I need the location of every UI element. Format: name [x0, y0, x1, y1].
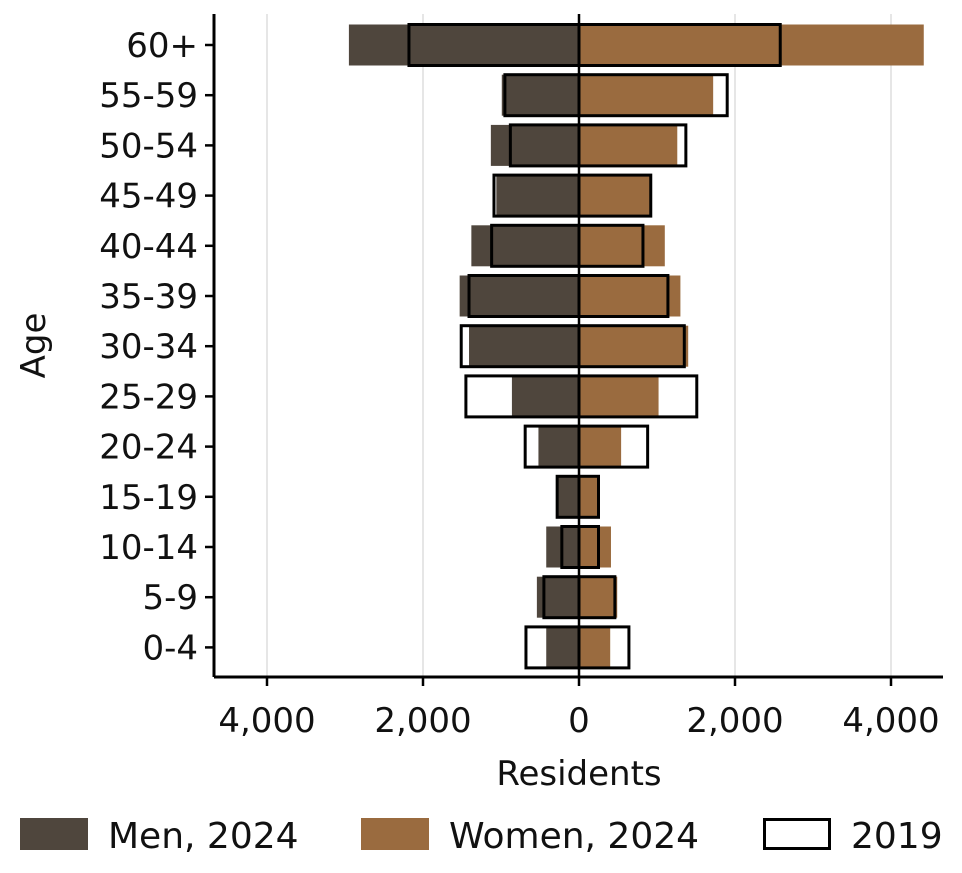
bar-men-2024-20-24 [538, 426, 579, 467]
x-tick-label-2: 0 [568, 701, 590, 741]
bar-women-2024-35-39 [579, 276, 680, 317]
y-tick-labels: 0-4 5-9 10-14 15-19 20-24 25-29 30-34 35-39 40-4… [99, 26, 214, 668]
legend-label-2019: 2019 [851, 816, 943, 857]
bar-men-2024-45-49 [496, 175, 579, 216]
bar-women-2024-45-49 [579, 175, 650, 216]
bar-men-2024-35-39 [460, 276, 579, 317]
y-tick-label-20-24: 20-24 [99, 428, 198, 468]
x-axis-title: Residents [496, 754, 661, 794]
bar-women-2024-25-29 [579, 376, 659, 417]
x-tick-label-0: 4,000 [218, 701, 315, 741]
y-tick-label-15-19: 15-19 [99, 478, 198, 518]
bar-women-2024-10-14 [579, 527, 611, 568]
y-tick-label-45-49: 45-49 [99, 177, 198, 217]
y-tick-label-5-9: 5-9 [142, 578, 198, 618]
bar-women-2024-5-9 [579, 577, 617, 618]
legend-label-men-2024: Men, 2024 [108, 816, 299, 857]
bar-men-2024-30-34 [469, 326, 579, 367]
bar-women-2024-15-19 [579, 476, 599, 517]
bar-men-2024-0-4 [546, 627, 579, 668]
bar-men-2024-15-19 [557, 476, 579, 517]
y-tick-label-10-14: 10-14 [99, 528, 198, 568]
legend-swatch-men-2024 [20, 818, 88, 850]
bar-women-2024-30-34 [579, 326, 688, 367]
y-tick-label-40-44: 40-44 [99, 227, 198, 267]
legend-swatch-women-2024 [361, 818, 429, 850]
bar-women-2024-55-59 [579, 75, 713, 116]
bar-men-2024-55-59 [502, 75, 579, 116]
bar-women-2024-60+ [579, 25, 924, 66]
y-tick-label-50-54: 50-54 [99, 126, 198, 166]
legend: Men, 2024 Women, 2024 2019 [20, 816, 943, 857]
y-axis-title: Age [14, 313, 54, 379]
bar-men-2024-50-54 [491, 125, 579, 166]
y-tick-label-60+: 60+ [126, 26, 198, 66]
bar-women-2024-0-4 [579, 627, 610, 668]
x-tick-labels: 4,000 2,000 0 2,000 4,000 [218, 677, 939, 741]
women-2024-bars [579, 25, 924, 668]
y-tick-label-25-29: 25-29 [99, 377, 198, 417]
bar-men-2024-25-29 [512, 376, 579, 417]
y-tick-label-30-34: 30-34 [99, 327, 198, 367]
legend-label-women-2024: Women, 2024 [449, 816, 699, 857]
men-2024-bars [349, 25, 579, 668]
x-tick-label-4: 4,000 [842, 701, 939, 741]
bar-women-2024-40-44 [579, 225, 665, 266]
bar-men-2024-60+ [349, 25, 579, 66]
bar-women-2024-50-54 [579, 125, 677, 166]
y-tick-label-0-4: 0-4 [142, 628, 198, 668]
x-tick-label-3: 2,000 [686, 701, 783, 741]
bar-women-2024-20-24 [579, 426, 621, 467]
bar-men-2024-40-44 [471, 225, 579, 266]
y-tick-label-55-59: 55-59 [99, 76, 198, 116]
y-tick-label-35-39: 35-39 [99, 277, 198, 317]
legend-swatch-2019 [765, 820, 830, 849]
x-tick-label-1: 2,000 [374, 701, 471, 741]
